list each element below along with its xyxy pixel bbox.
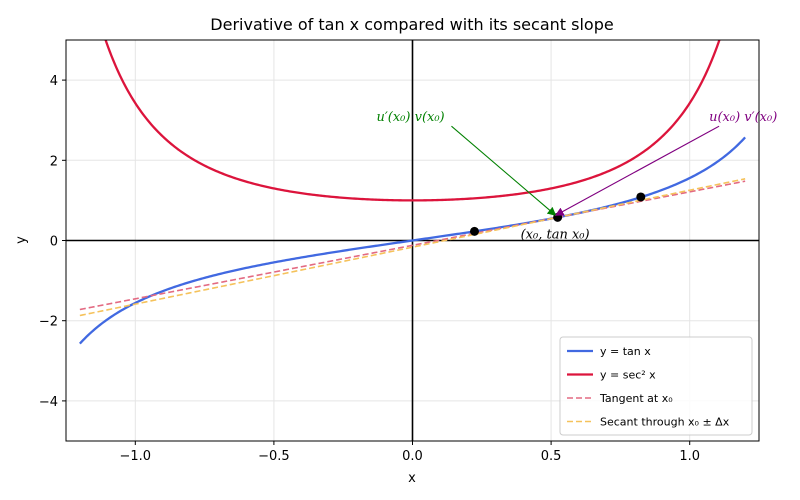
y-tick-label-4: 4 — [50, 74, 58, 89]
chart-title: Derivative of tan x compared with its se… — [210, 15, 613, 34]
annotation-label-2: (x₀, tan x₀) — [521, 228, 590, 243]
x-tick-label-0: −1.0 — [120, 449, 152, 464]
y-axis-ticks: −4 −2 0 2 4 — [39, 74, 66, 410]
annotation-label-1: u(x₀) v′(x₀) — [709, 110, 777, 125]
data-point-0 — [469, 226, 479, 236]
legend: y = tan x y = sec² x Tangent at x₀ Secant t… — [559, 336, 753, 436]
x-tick-label-3: 0.5 — [541, 449, 562, 464]
annotation-label-0: u′(x₀) v(x₀) — [376, 110, 444, 125]
annotations: u′(x₀) v(x₀) u(x₀) v′(x₀) (x₀, tan x₀) — [376, 110, 777, 242]
legend-label-3: Secant through x₀ ± Δx — [600, 416, 730, 429]
x-axis-ticks: −1.0 −0.5 0.0 0.5 1.0 — [120, 441, 700, 464]
legend-label-1: y = sec² x — [600, 369, 656, 382]
x-tick-label-2: 0.0 — [402, 449, 423, 464]
series-line-0 — [79, 136, 746, 345]
series-line-3 — [79, 178, 746, 317]
curves — [79, 40, 746, 345]
annotation-arrow-1 — [554, 125, 720, 216]
series-line-2 — [79, 180, 746, 311]
y-tick-label-0: −4 — [39, 395, 58, 410]
legend-label-2: Tangent at x₀ — [599, 392, 673, 405]
y-axis-title: y — [14, 236, 29, 244]
data-point-2 — [636, 192, 646, 202]
x-tick-label-1: −0.5 — [258, 449, 290, 464]
x-tick-label-4: 1.0 — [679, 449, 700, 464]
series-line-1 — [104, 40, 721, 202]
legend-frame — [559, 336, 753, 436]
y-tick-label-2: 0 — [50, 235, 58, 250]
legend-label-0: y = tan x — [600, 345, 651, 358]
x-axis-title: x — [408, 471, 416, 486]
annotation-arrow-0 — [451, 125, 557, 216]
y-tick-label-1: −2 — [39, 315, 58, 330]
y-tick-label-3: 2 — [50, 154, 58, 169]
